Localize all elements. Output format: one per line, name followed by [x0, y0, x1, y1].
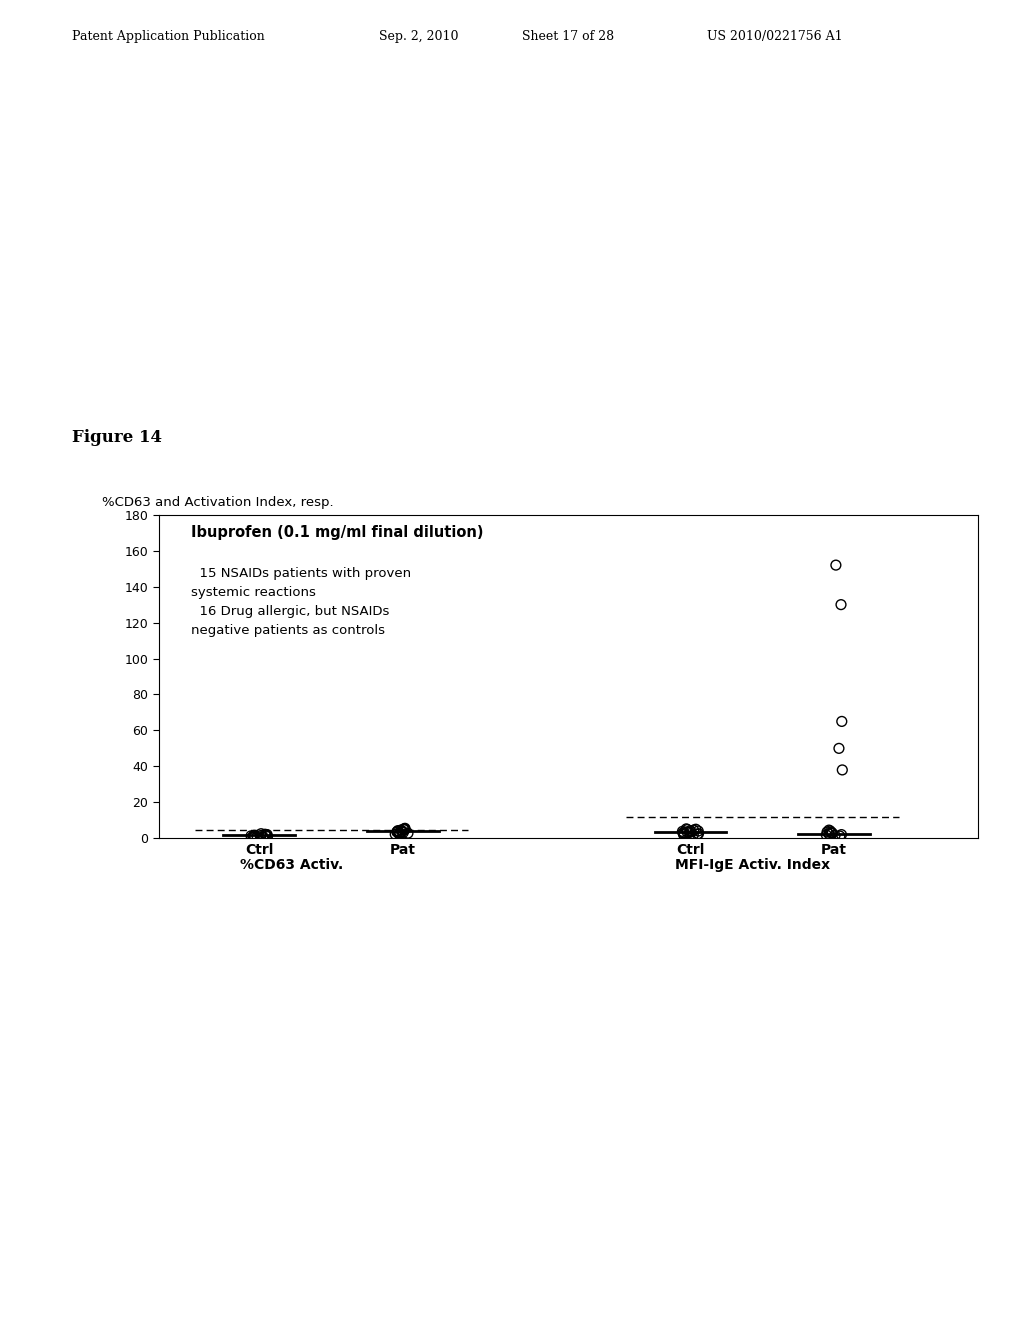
Point — [690, 821, 707, 842]
Point — [389, 821, 406, 842]
Point — [255, 826, 271, 847]
Point — [389, 821, 406, 842]
Point — [246, 826, 262, 847]
Point — [393, 821, 410, 842]
Point — [823, 822, 840, 843]
Point — [833, 594, 849, 615]
Text: %CD63 Activ.: %CD63 Activ. — [241, 858, 343, 873]
Point — [827, 554, 844, 576]
Text: US 2010/0221756 A1: US 2010/0221756 A1 — [707, 29, 842, 42]
Point — [395, 822, 412, 843]
Point — [823, 822, 840, 843]
Point — [259, 824, 275, 845]
Point — [253, 825, 269, 846]
Point — [824, 822, 841, 843]
Point — [245, 825, 261, 846]
Point — [391, 824, 408, 845]
Text: Figure 14: Figure 14 — [72, 429, 162, 446]
Point — [822, 821, 839, 842]
Text: Sep. 2, 2010: Sep. 2, 2010 — [379, 29, 459, 42]
Point — [249, 826, 265, 847]
Text: Sheet 17 of 28: Sheet 17 of 28 — [522, 29, 614, 42]
Text: Patent Application Publication: Patent Application Publication — [72, 29, 264, 42]
Point — [678, 818, 694, 840]
Point — [835, 759, 851, 780]
Point — [246, 825, 262, 846]
Point — [396, 818, 413, 840]
Point — [396, 818, 413, 840]
Point — [255, 826, 271, 847]
Point — [257, 825, 273, 846]
Point — [820, 824, 837, 845]
Point — [819, 821, 836, 842]
Point — [395, 818, 412, 840]
Point — [675, 822, 691, 843]
Point — [674, 821, 690, 842]
Text: %CD63 and Activation Index, resp.: %CD63 and Activation Index, resp. — [102, 495, 334, 508]
Text: Ibuprofen (0.1 mg/ml final dilution): Ibuprofen (0.1 mg/ml final dilution) — [191, 524, 484, 540]
Point — [245, 826, 261, 847]
Point — [246, 826, 262, 847]
Text: 15 NSAIDs patients with proven
systemic reactions
  16 Drug allergic, but NSAIDs: 15 NSAIDs patients with proven systemic … — [191, 566, 412, 636]
Point — [253, 824, 269, 845]
Point — [679, 818, 695, 840]
Point — [685, 820, 701, 841]
Point — [690, 824, 707, 845]
Point — [399, 822, 416, 843]
Point — [392, 820, 409, 841]
Point — [685, 825, 701, 846]
Point — [387, 824, 403, 845]
Point — [683, 821, 699, 842]
Point — [676, 822, 692, 843]
Text: MFI-IgE Activ. Index: MFI-IgE Activ. Index — [675, 858, 830, 873]
Point — [257, 824, 273, 845]
Point — [821, 820, 838, 841]
Point — [689, 824, 706, 845]
Point — [834, 711, 850, 733]
Point — [831, 825, 848, 846]
Point — [391, 822, 408, 843]
Point — [830, 738, 847, 759]
Point — [391, 824, 408, 845]
Point — [244, 828, 260, 849]
Point — [687, 818, 703, 840]
Point — [396, 818, 413, 840]
Point — [679, 821, 695, 842]
Point — [834, 824, 850, 845]
Point — [259, 826, 275, 847]
Point — [676, 824, 692, 845]
Point — [682, 820, 698, 841]
Point — [394, 821, 411, 842]
Point — [390, 820, 407, 841]
Point — [826, 825, 843, 846]
Point — [681, 822, 697, 843]
Point — [243, 825, 259, 846]
Point — [818, 825, 835, 846]
